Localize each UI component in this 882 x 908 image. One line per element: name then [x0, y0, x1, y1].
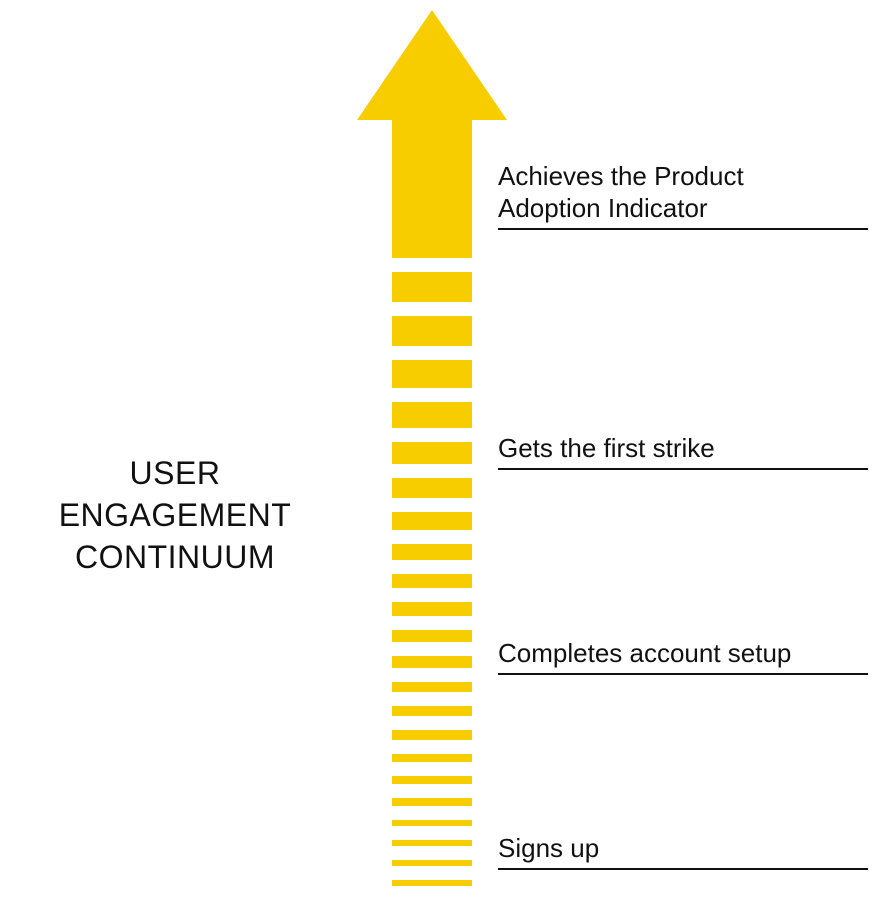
arrow-dash [392, 656, 472, 668]
arrow-dash [392, 840, 472, 846]
arrow-dash [392, 820, 472, 826]
arrow-dash [392, 630, 472, 642]
arrow-dash [392, 478, 472, 498]
arrow-dash [392, 730, 472, 740]
arrow-dash [392, 682, 472, 692]
milestone: Completes account setup [498, 639, 868, 675]
arrow-dash [392, 880, 472, 886]
milestone: Signs up [498, 834, 868, 870]
arrow-dash [392, 316, 472, 346]
arrow-shaft [392, 118, 472, 258]
milestone-underline [498, 868, 868, 870]
arrow-dash [392, 402, 472, 428]
arrow-dash [392, 776, 472, 784]
milestone-label: Completes account setup [498, 637, 868, 673]
milestone-label: Achieves the Product Adoption Indicator [498, 160, 868, 228]
milestone-underline [498, 673, 868, 675]
arrow-dash [392, 544, 472, 560]
arrow-head-icon [357, 10, 507, 120]
milestone-label: Gets the first strike [498, 432, 868, 468]
arrow-dash [392, 574, 472, 588]
arrow-dash [392, 360, 472, 388]
arrow-dash [392, 512, 472, 530]
arrow-dash [392, 442, 472, 464]
milestone-underline [498, 468, 868, 470]
arrow-dash [392, 754, 472, 762]
arrow-dash [392, 798, 472, 806]
diagram-stage: USER ENGAGEMENT CONTINUUM Achieves the P… [0, 0, 882, 908]
arrow-dash [392, 602, 472, 616]
arrow-dash [392, 272, 472, 302]
milestone: Achieves the Product Adoption Indicator [498, 162, 868, 230]
milestone-label: Signs up [498, 832, 868, 868]
arrow-dash [392, 706, 472, 716]
milestone: Gets the first strike [498, 434, 868, 470]
arrow-dash [392, 860, 472, 866]
milestone-underline [498, 228, 868, 230]
